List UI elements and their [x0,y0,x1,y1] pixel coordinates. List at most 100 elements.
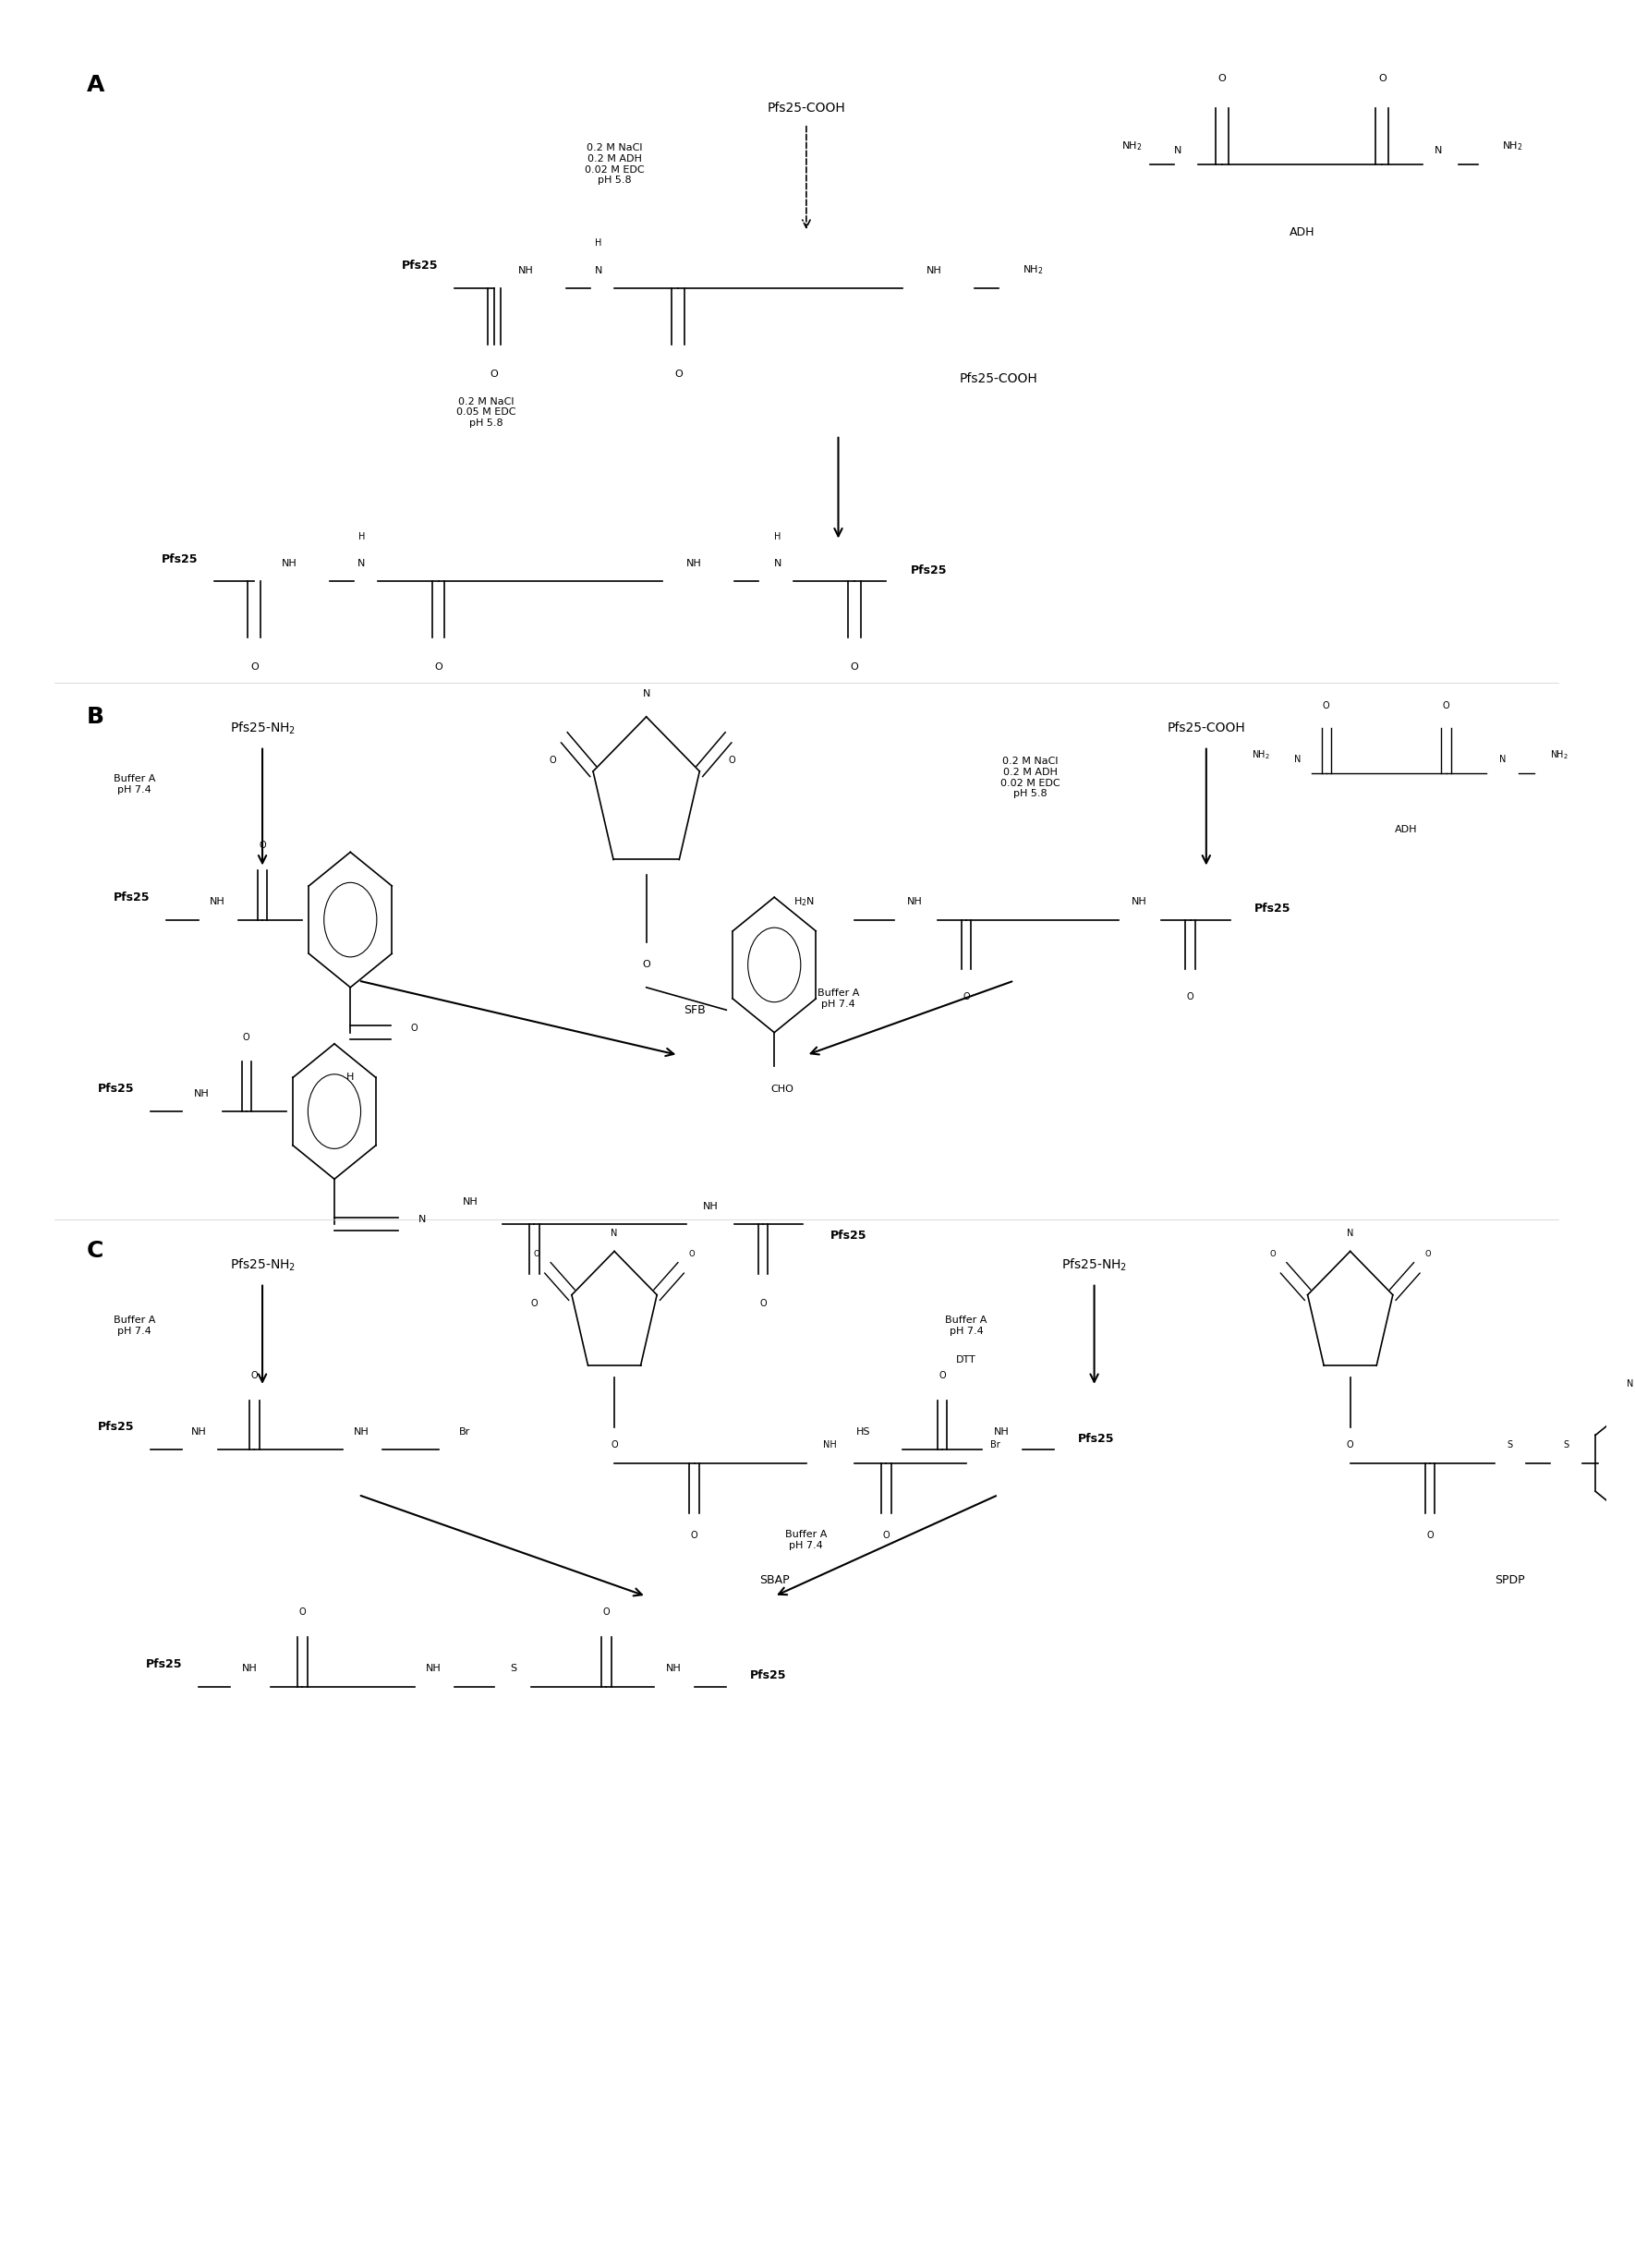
Text: NH: NH [281,558,298,567]
Text: Buffer A
pH 7.4: Buffer A pH 7.4 [113,773,155,794]
Text: NH: NH [824,1440,837,1449]
Text: Br: Br [991,1440,1001,1449]
Text: DTT: DTT [956,1354,976,1363]
Text: NH: NH [425,1665,441,1674]
Text: Pfs25-COOH: Pfs25-COOH [960,372,1037,386]
Text: NH: NH [687,558,701,567]
Text: NH: NH [927,265,942,274]
Text: NH: NH [353,1427,370,1436]
Text: Pfs25: Pfs25 [750,1669,786,1681]
Text: O: O [611,1440,618,1449]
Text: ADH: ADH [1395,826,1418,835]
Text: 0.2 M NaCl
0.05 M EDC
pH 5.8: 0.2 M NaCl 0.05 M EDC pH 5.8 [456,397,517,429]
Text: O: O [250,662,258,671]
Text: Pfs25: Pfs25 [98,1422,134,1433]
Text: O: O [533,1250,540,1259]
Text: NH: NH [463,1198,477,1207]
Text: O: O [1218,75,1226,84]
Text: Pfs25: Pfs25 [402,261,438,272]
Text: NH: NH [994,1427,1009,1436]
Text: NH: NH [703,1202,718,1211]
Text: O: O [1378,75,1386,84]
Text: O: O [728,755,736,764]
Text: S: S [510,1665,517,1674]
Text: Pfs25: Pfs25 [98,1082,134,1095]
Text: N: N [1347,1229,1354,1238]
Text: 0.2 M NaCl
0.2 M ADH
0.02 M EDC
pH 5.8: 0.2 M NaCl 0.2 M ADH 0.02 M EDC pH 5.8 [1001,758,1059,798]
Text: O: O [692,1531,698,1540]
Text: H$_2$N: H$_2$N [793,896,814,907]
Text: 0.2 M NaCl
0.2 M ADH
0.02 M EDC
pH 5.8: 0.2 M NaCl 0.2 M ADH 0.02 M EDC pH 5.8 [584,143,644,186]
Text: NH: NH [518,265,533,274]
Text: O: O [1426,1250,1431,1259]
Text: NH: NH [665,1665,682,1674]
Text: NH$_2$: NH$_2$ [1503,141,1524,152]
Text: NH$_2$: NH$_2$ [1550,748,1568,762]
Text: O: O [250,1370,258,1379]
Text: O: O [603,1608,610,1617]
Text: Pfs25: Pfs25 [146,1658,183,1669]
Text: O: O [674,370,682,379]
Text: Pfs25-NH$_2$: Pfs25-NH$_2$ [229,1256,294,1272]
Text: C: C [87,1241,103,1263]
Text: O: O [258,841,267,850]
Text: A: A [87,75,105,98]
Text: N: N [419,1216,427,1225]
Text: O: O [1442,701,1450,710]
Text: NH$_2$: NH$_2$ [1252,748,1270,762]
Text: Pfs25-NH$_2$: Pfs25-NH$_2$ [229,719,294,737]
Text: NH: NH [242,1665,257,1674]
Text: N: N [1174,145,1182,156]
Text: N: N [773,558,782,567]
Text: NH: NH [195,1089,209,1098]
Text: B: B [87,705,105,728]
Text: N: N [1295,755,1301,764]
Text: O: O [760,1300,767,1309]
Text: S: S [1507,1440,1512,1449]
Text: O: O [490,370,499,379]
Text: N: N [1499,755,1506,764]
Text: O: O [1269,1250,1275,1259]
Text: SBAP: SBAP [759,1574,790,1588]
Text: O: O [244,1032,250,1041]
Text: NH$_2$: NH$_2$ [1022,263,1043,277]
Text: O: O [549,755,556,764]
Text: O: O [435,662,443,671]
Text: Pfs25: Pfs25 [162,553,198,565]
Text: NH: NH [907,898,922,907]
Text: Buffer A
pH 7.4: Buffer A pH 7.4 [785,1531,827,1549]
Text: O: O [1427,1531,1434,1540]
Text: Buffer A
pH 7.4: Buffer A pH 7.4 [818,989,860,1009]
Text: H: H [347,1073,355,1082]
Text: SFB: SFB [683,1005,705,1016]
Text: N: N [1434,145,1442,156]
Text: ADH: ADH [1290,227,1315,238]
Text: S: S [1563,1440,1570,1449]
Text: N: N [1627,1379,1633,1388]
Text: CHO: CHO [770,1084,793,1093]
Text: H: H [595,238,602,247]
Text: N: N [611,1229,618,1238]
Text: O: O [688,1250,695,1259]
Text: H: H [358,531,365,542]
Text: O: O [410,1023,419,1032]
Text: Pfs25: Pfs25 [831,1229,867,1241]
Text: O: O [938,1370,945,1379]
Text: Pfs25: Pfs25 [1077,1433,1115,1445]
Text: Buffer A
pH 7.4: Buffer A pH 7.4 [945,1315,988,1336]
Text: Pfs25: Pfs25 [114,891,150,903]
Text: N: N [643,689,651,699]
Text: O: O [531,1300,538,1309]
Text: SPDP: SPDP [1494,1574,1525,1588]
Text: Br: Br [459,1427,471,1436]
Text: Pfs25-NH$_2$: Pfs25-NH$_2$ [1061,1256,1127,1272]
Text: O: O [883,1531,889,1540]
Text: Pfs25-COOH: Pfs25-COOH [1167,721,1246,735]
Text: O: O [643,959,651,968]
Text: Buffer A
pH 7.4: Buffer A pH 7.4 [113,1315,155,1336]
Text: Pfs25: Pfs25 [1254,903,1290,914]
Text: O: O [1347,1440,1354,1449]
Text: O: O [299,1608,306,1617]
Text: Pfs25-COOH: Pfs25-COOH [767,102,845,113]
Text: O: O [963,991,970,1000]
